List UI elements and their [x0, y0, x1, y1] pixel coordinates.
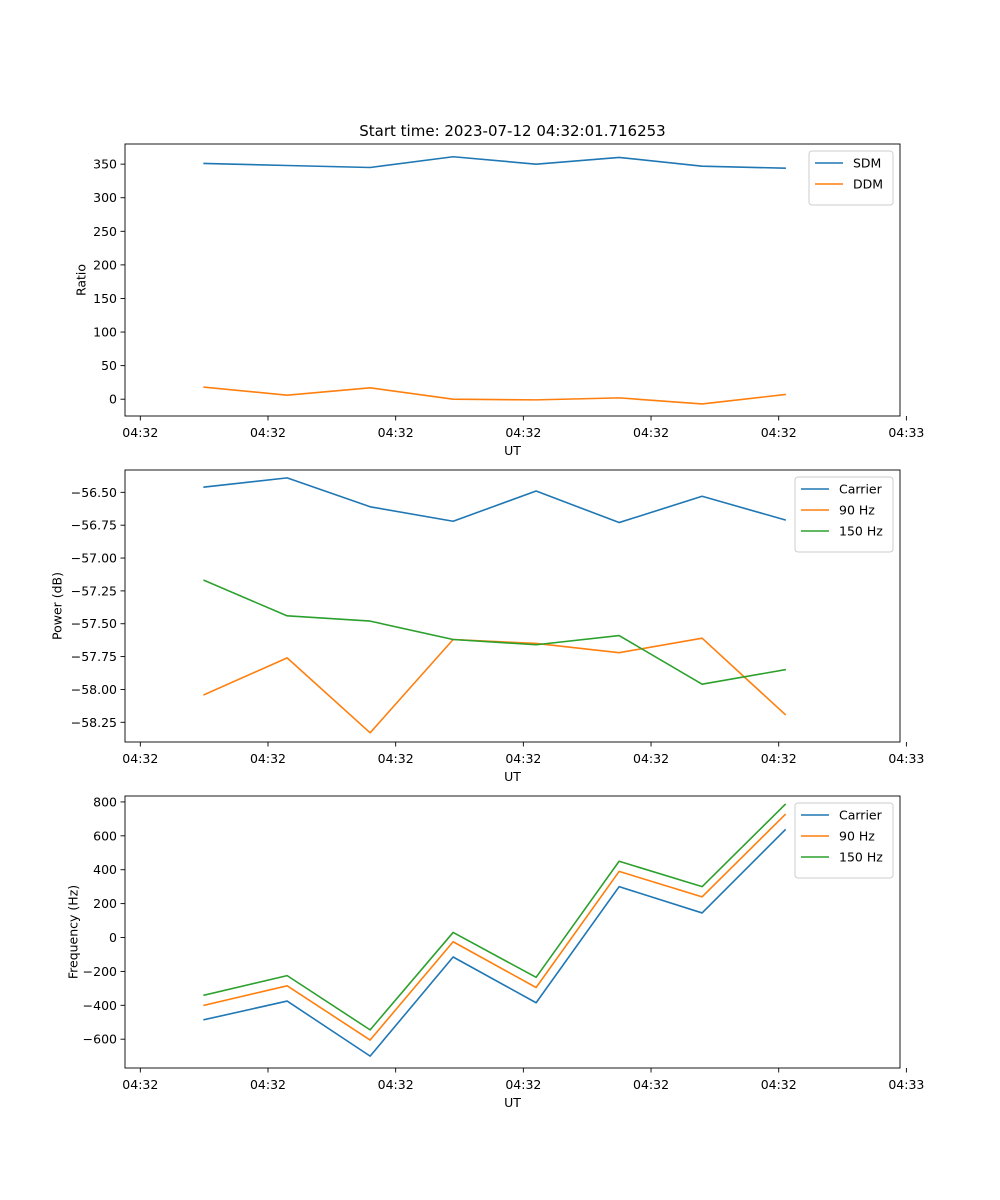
- x-tick-label: 04:32: [633, 751, 669, 766]
- series-line-carrier: [203, 477, 787, 524]
- x-tick-label: 04:32: [761, 1077, 797, 1092]
- y-tick-label: −56.75: [71, 518, 117, 533]
- y-tick-label: −57.75: [71, 649, 117, 664]
- legend-entry: 90 Hz: [839, 503, 875, 518]
- legend-entry: Carrier: [839, 482, 883, 497]
- x-tick-label: 04:32: [505, 751, 541, 766]
- y-tick-label: 400: [93, 862, 117, 877]
- y-tick-label: 250: [93, 224, 117, 239]
- subplot-2: 04:32 04:32 04:32 04:32 04:32 04:32 04:33 UT −58…: [50, 469, 924, 784]
- series-line-carrier: [203, 828, 787, 1057]
- legend-box: [794, 802, 894, 879]
- y-tick-label: −600: [83, 1032, 117, 1047]
- y-tick-label: −58.00: [71, 682, 117, 697]
- axes-frame: [124, 795, 901, 1069]
- axes-frame: [124, 143, 901, 417]
- y-tick-label: 350: [93, 157, 117, 172]
- y-tick-label: 150: [93, 291, 117, 306]
- x-tick-label: 04:32: [250, 425, 286, 440]
- x-tick-label: 04:32: [122, 1077, 158, 1092]
- series-line-150-hz: [203, 803, 787, 1031]
- legend-entry: Carrier: [839, 808, 883, 823]
- legend: Carrier 90 Hz 150 Hz: [794, 802, 894, 879]
- y-tick-label: 300: [93, 190, 117, 205]
- subplot-3: 04:32 04:32 04:32 04:32 04:32 04:32 04:33 UT −60…: [65, 794, 924, 1110]
- x-tick-label: 04:33: [888, 425, 924, 440]
- legend-entry: 90 Hz: [839, 829, 875, 844]
- x-tick-label: 04:32: [633, 1077, 669, 1092]
- legend-box: [808, 150, 894, 206]
- y-tick-label: −57.25: [71, 583, 117, 598]
- legend-entry: 150 Hz: [839, 524, 883, 539]
- x-tick-label: 04:32: [505, 1077, 541, 1092]
- y-axis-label: Frequency (Hz): [65, 885, 80, 979]
- subplot-1: Start time: 2023-07-12 04:32:01.716253 04…: [73, 122, 924, 458]
- x-tick-label: 04:32: [761, 751, 797, 766]
- y-tick-label: −57.50: [71, 616, 117, 631]
- x-tick-label: 04:32: [378, 1077, 414, 1092]
- y-tick-label: 600: [93, 828, 117, 843]
- x-tick-label: 04:32: [633, 425, 669, 440]
- x-tick-label: 04:32: [250, 1077, 286, 1092]
- y-tick-label: 200: [93, 896, 117, 911]
- series-line-ddm: [203, 386, 786, 405]
- x-tick-label: 04:32: [505, 425, 541, 440]
- y-tick-label: −58.25: [71, 715, 117, 730]
- series-line-150-hz: [203, 579, 787, 685]
- x-tick-label: 04:32: [378, 751, 414, 766]
- y-axis-label: Ratio: [73, 264, 88, 296]
- legend: Carrier 90 Hz 150 Hz: [794, 476, 894, 553]
- x-tick-label: 04:33: [888, 751, 924, 766]
- x-tick-label: 04:33: [888, 1077, 924, 1092]
- x-tick-label: 04:32: [122, 425, 158, 440]
- y-tick-label: 200: [93, 257, 117, 272]
- series-line-90-hz: [203, 813, 787, 1041]
- x-tick-label: 04:32: [122, 751, 158, 766]
- x-tick-label: 04:32: [761, 425, 797, 440]
- y-tick-label: 100: [93, 325, 117, 340]
- y-tick-label: 50: [101, 358, 117, 373]
- legend-entry: 150 Hz: [839, 850, 883, 865]
- legend-entry: DDM: [853, 177, 883, 192]
- axes-frame: [124, 469, 901, 743]
- x-tick-label: 04:32: [250, 751, 286, 766]
- series-line-sdm: [203, 155, 786, 169]
- legend: SDM DDM: [808, 150, 894, 206]
- y-tick-label: −57.00: [71, 551, 117, 566]
- legend-box: [794, 476, 894, 553]
- x-tick-label: 04:32: [378, 425, 414, 440]
- y-tick-label: 0: [109, 930, 117, 945]
- y-tick-label: −56.50: [71, 485, 117, 500]
- x-axis-label: UT: [504, 769, 521, 784]
- y-tick-label: 800: [93, 794, 117, 809]
- series-line-90-hz: [203, 637, 787, 734]
- y-tick-label: −200: [83, 964, 117, 979]
- x-axis-label: UT: [504, 1095, 521, 1110]
- legend-entry: SDM: [853, 156, 881, 171]
- x-axis-label: UT: [504, 443, 521, 458]
- y-axis-label: Power (dB): [50, 572, 65, 640]
- y-tick-label: 0: [109, 392, 117, 407]
- chart-title: Start time: 2023-07-12 04:32:01.716253: [359, 122, 665, 140]
- y-tick-label: −400: [83, 998, 117, 1013]
